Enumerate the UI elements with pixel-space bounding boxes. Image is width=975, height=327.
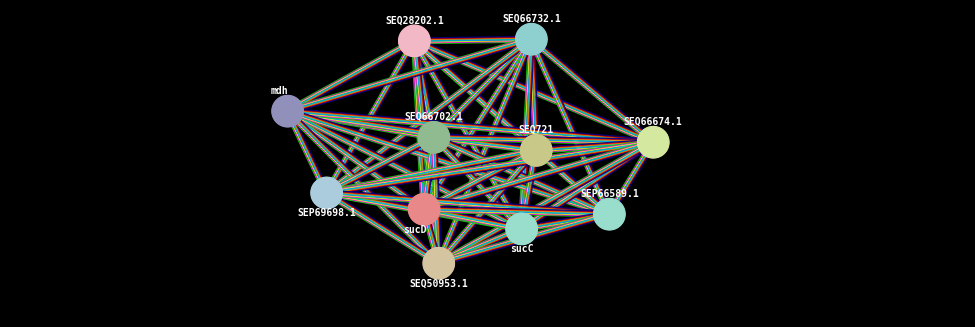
Polygon shape	[521, 135, 552, 166]
Text: SEQ50953.1: SEQ50953.1	[410, 279, 468, 288]
Polygon shape	[409, 194, 440, 225]
Polygon shape	[272, 95, 303, 127]
Text: SEQ66732.1: SEQ66732.1	[502, 14, 561, 24]
Polygon shape	[506, 213, 537, 245]
Text: SEP66589.1: SEP66589.1	[580, 189, 639, 199]
Polygon shape	[516, 24, 547, 55]
Text: sucD: sucD	[403, 225, 426, 234]
Polygon shape	[594, 198, 625, 230]
Polygon shape	[399, 25, 430, 57]
Text: SEP69698.1: SEP69698.1	[297, 208, 356, 218]
Text: mdh: mdh	[271, 86, 289, 96]
Text: SEQ28202.1: SEQ28202.1	[385, 16, 444, 26]
Polygon shape	[638, 127, 669, 158]
Text: SEQ66702.1: SEQ66702.1	[405, 112, 463, 122]
Polygon shape	[311, 177, 342, 209]
Polygon shape	[423, 248, 454, 279]
Text: SEQ66674.1: SEQ66674.1	[624, 117, 682, 127]
Text: sucC: sucC	[510, 244, 533, 254]
Polygon shape	[418, 122, 449, 153]
Text: SEQ721: SEQ721	[519, 125, 554, 135]
